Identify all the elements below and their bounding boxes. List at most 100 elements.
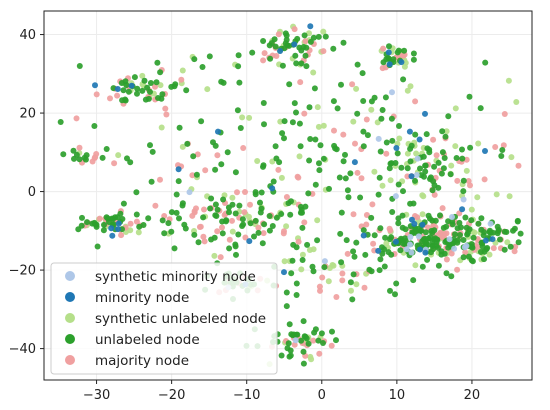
scatter-point (411, 220, 418, 227)
scatter-point (157, 176, 163, 183)
scatter-point (413, 172, 420, 178)
scatter-point (260, 100, 267, 106)
scatter-point (414, 155, 421, 162)
scatter-point (417, 246, 423, 253)
scatter-point (395, 220, 402, 227)
scatter-point (91, 219, 98, 226)
scatter-point (482, 59, 489, 66)
scatter-point (301, 219, 308, 226)
scatter-point (120, 200, 127, 207)
scatter-point (297, 203, 304, 210)
scatter-point (184, 140, 191, 147)
scatter-point (515, 239, 522, 246)
scatter-point (407, 145, 414, 152)
scatter-point (114, 86, 121, 92)
scatter-point (396, 135, 403, 142)
scatter-point (388, 234, 395, 241)
scatter-point (481, 176, 488, 183)
scatter-point (247, 220, 254, 227)
scatter-point (204, 86, 211, 93)
scatter-point (338, 81, 344, 88)
scatter-point (148, 178, 155, 185)
scatter-point (260, 38, 267, 44)
legend-label: majority node (95, 353, 189, 369)
scatter-point (440, 165, 447, 172)
scatter-point (477, 105, 484, 112)
scatter-point (353, 281, 360, 288)
scatter-point (354, 169, 361, 176)
scatter-point (267, 55, 274, 62)
scatter-point (309, 263, 316, 270)
scatter-point (315, 123, 322, 130)
scatter-point (501, 246, 508, 253)
scatter-point (145, 215, 152, 222)
scatter-point (368, 98, 375, 105)
scatter-point (261, 221, 268, 228)
y-tick-label: 20 (19, 107, 36, 122)
scatter-point (242, 189, 248, 195)
scatter-point (260, 163, 266, 170)
scatter-point (114, 92, 121, 99)
scatter-point (295, 174, 302, 181)
scatter-point (401, 63, 408, 70)
scatter-point (403, 246, 410, 253)
scatter-point (452, 105, 459, 112)
scatter-point (229, 217, 235, 224)
scatter-point (404, 87, 411, 94)
scatter-point (217, 254, 224, 261)
scatter-point (371, 168, 378, 175)
scatter-point (127, 220, 134, 227)
scatter-point (393, 238, 399, 245)
scatter-point (468, 217, 475, 224)
scatter-point (286, 353, 293, 360)
scatter-point (475, 140, 482, 147)
scatter-point (198, 118, 205, 125)
scatter-point (436, 230, 443, 237)
scatter-point (133, 211, 140, 218)
scatter-point (211, 252, 218, 259)
scatter-point (394, 49, 401, 56)
scatter-point (76, 63, 83, 69)
scatter-point (168, 83, 175, 90)
scatter-point (57, 119, 64, 125)
scatter-point (449, 214, 455, 220)
scatter-point (302, 52, 309, 59)
scatter-point (431, 163, 438, 170)
scatter-point (351, 253, 358, 260)
scatter-point (457, 232, 463, 238)
x-tick-label: 20 (464, 388, 481, 403)
scatter-point (416, 136, 423, 143)
scatter-point (278, 352, 285, 359)
scatter-point (154, 59, 161, 66)
scatter-point (489, 236, 496, 243)
scatter-point (293, 60, 300, 67)
scatter-point (123, 82, 130, 89)
scatter-point (465, 253, 472, 260)
scatter-point (317, 287, 323, 294)
scatter-point (118, 80, 125, 86)
scatter-point (462, 214, 469, 221)
scatter-point (259, 240, 266, 247)
scatter-point (281, 258, 288, 265)
scatter-point (299, 224, 306, 231)
scatter-point (397, 247, 404, 254)
scatter-point (385, 49, 392, 56)
scatter-point (195, 239, 202, 246)
scatter-point (279, 130, 286, 137)
scatter-point (344, 250, 351, 257)
scatter-point (417, 165, 423, 172)
scatter-point (294, 331, 301, 338)
scatter-point (412, 177, 418, 184)
scatter-point (255, 229, 262, 236)
scatter-point (460, 188, 467, 195)
scatter-point (389, 209, 396, 215)
scatter-point (270, 178, 277, 185)
scatter-point (273, 155, 280, 162)
scatter-point (449, 221, 456, 228)
scatter-point (272, 43, 279, 50)
scatter-point (224, 149, 231, 156)
scatter-point (431, 191, 438, 198)
scatter-point (278, 174, 285, 181)
scatter-point (292, 337, 299, 344)
scatter-point (283, 303, 290, 310)
